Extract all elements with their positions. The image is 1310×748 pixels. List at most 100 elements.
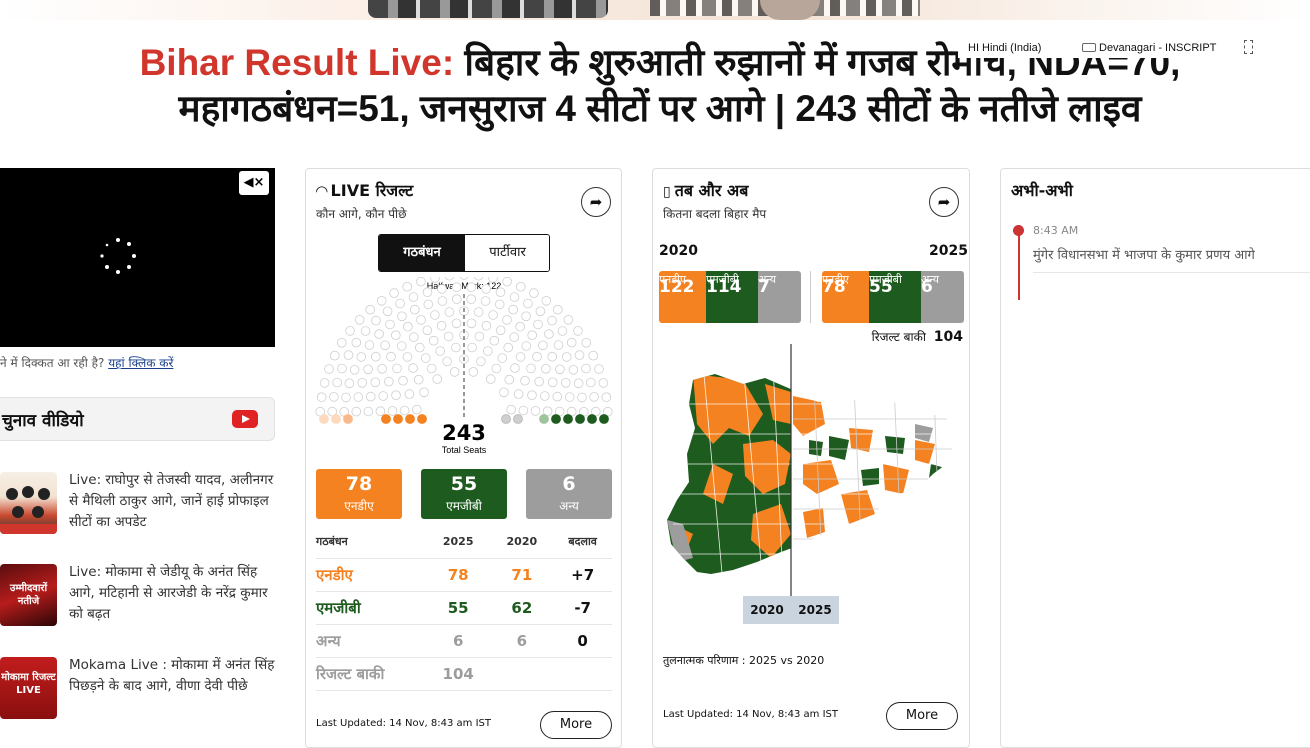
share-icon[interactable]: ➦ [581,187,611,217]
seat-dot [506,404,516,415]
seat-dot [354,314,365,325]
seat-dot [384,376,394,387]
seat-dot [329,350,340,361]
seat-dot [527,330,538,340]
halfway-mark-label: Halfway Mark: 122 [427,281,502,291]
seat-dot [319,378,330,388]
seat-dot [521,341,532,351]
speaker-mute-icon[interactable]: ◀× [239,171,269,195]
video-story-item[interactable]: उम्मीदवारों नतीजे Live: मोकामा से जेडीयू… [0,562,280,628]
more-button[interactable]: More [540,711,612,739]
seat-dot [510,363,520,373]
seat-dot-filled [319,414,329,424]
seat-dot [574,350,585,360]
col-change: बदलाव [553,525,612,559]
share-icon[interactable]: ➦ [929,187,959,217]
seat-dot [508,304,519,315]
pending-label: रिजल्ट बाकी [871,330,926,344]
seat-dot [577,392,587,403]
tally-value: 7 [758,277,770,297]
video-story-item[interactable]: Live: राघोपुर से तेजस्वी यादव, अलीनगर से… [0,470,280,536]
seat-dot [509,292,520,302]
tally-2025-other: 6 अन्य [921,271,964,323]
seat-dot [419,387,429,398]
seat-dot [547,315,557,326]
seat-dot [532,351,542,362]
video-help-link[interactable]: यहां क्लिक करें [108,356,174,370]
seat-dot [386,351,396,362]
tab-party[interactable]: पार्टीवार [465,235,549,271]
seat-dot [527,390,537,400]
story-headline[interactable]: Live: मोकामा से जेडीयू के अनंत सिंह आगे,… [69,564,268,622]
seat-dot [442,356,452,367]
row-change [553,657,612,691]
seat-dot [451,342,461,353]
seat-dot [392,363,402,374]
result-view-toggle[interactable]: गठबंधन पार्टीवार [378,234,550,272]
ime-keyboard[interactable]: Devanagari - INSCRIPT [1082,42,1216,54]
seat-dot [382,306,393,317]
video-player[interactable]: ◀× [0,168,275,347]
seat-dot [377,364,387,374]
story-thumbnail[interactable]: मोकामा रिजल्ट LIVE [0,657,57,719]
feed-item[interactable]: मुंगेर विधानसभा में भाजपा के कुमार प्रणय… [1033,248,1255,263]
seat-dot [459,277,469,280]
seat-dot [410,304,420,315]
youtube-icon[interactable] [232,410,258,428]
seat-dot [488,277,498,283]
seat-dot [378,391,388,401]
seat-dot [404,389,415,399]
seat-dot [541,364,551,374]
seat-dot-filled [575,414,585,424]
then-now-title: ▯ तब और अब [663,179,748,201]
seat-dot [581,338,592,348]
seat-dot [430,310,440,320]
tally-2020-nda: 122 एनडीए [659,271,706,323]
seat-dot-filled [501,414,511,424]
seat-dot-filled [563,414,573,424]
total-seats-label: Total Seats [442,445,487,455]
story-headline[interactable]: Live: राघोपुर से तेजस्वी यादव, अलीनगर से… [69,472,274,530]
seat-dot [329,392,339,402]
ime-language[interactable]: HI Hindi (India) [968,42,1042,54]
seat-dot [494,299,505,310]
headline-prefix: Bihar Result Live: [139,42,455,83]
seat-dot [332,377,343,388]
seat-dot [385,319,395,330]
row-change: +7 [553,558,612,592]
video-story-item[interactable]: मोकामा रिजल्ट LIVE Mokama Live : मोकामा … [0,655,280,721]
banner-portrait [760,0,820,20]
page-headline: Bihar Result Live: बिहार के शुरुआती रुझा… [60,40,1260,132]
story-thumbnail[interactable] [0,472,57,534]
seat-dot [473,277,484,281]
ime-keyboard-label: Devanagari - INSCRIPT [1099,42,1217,54]
seat-dot [573,378,584,389]
more-button[interactable]: More [886,702,958,730]
seat-dot [374,329,384,339]
tally-2020-mgb: 114 एमजीबी [706,271,758,323]
seat-dot [566,337,577,348]
ime-collapse-icon[interactable] [1244,40,1253,54]
seat-dot [485,374,496,384]
seat-dot [483,346,493,356]
seat-dot [466,282,477,292]
just-in-card: अभी-अभी 8:43 AM मुंगेर विधानसभा में भाजप… [1000,168,1310,748]
seat-dot [561,352,572,362]
bihar-comparison-map[interactable]: 2020 2025 [653,344,971,624]
then-now-card: ▯ तब और अब कितना बदला बिहार मैप ➦ 2020 20… [652,168,970,748]
election-videos-header[interactable]: चुनाव वीडियो [0,397,275,441]
tally-value: 122 [659,277,695,297]
ime-toolbar[interactable]: HI Hindi (India) Devanagari - INSCRIPT [958,40,1258,58]
seat-dot [481,320,492,331]
seat-dot [547,377,558,388]
seat-dot [552,391,563,402]
story-headline[interactable]: Mokama Live : मोकामा में अनंत सिंह पिछड़… [69,657,275,694]
seat-dot [345,326,355,336]
tally-value: 6 [921,277,933,297]
seat-dot [474,331,485,342]
tab-alliance[interactable]: गठबंधन [379,235,465,271]
seat-dot [416,277,426,287]
story-thumbnail[interactable]: उम्मीदवारों नतीजे [0,564,57,626]
seat-dot [489,335,500,346]
seat-dot [502,315,512,325]
